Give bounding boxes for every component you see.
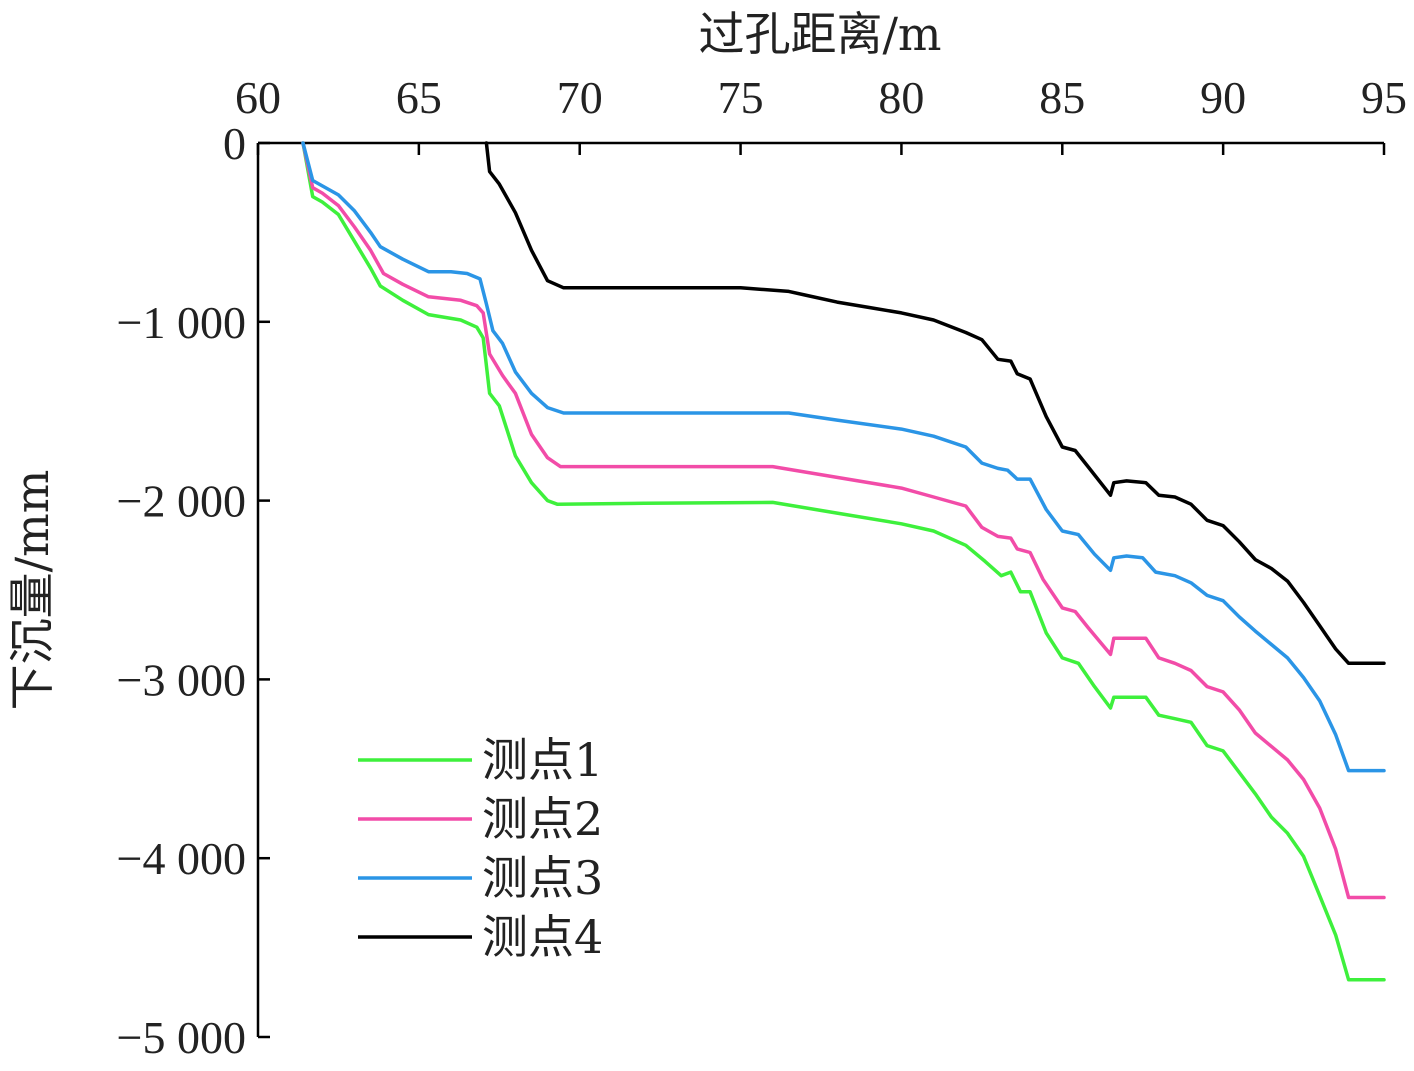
y-tick-label: −1 000 — [117, 297, 246, 348]
x-tick-label: 95 — [1361, 72, 1407, 123]
y-tick-label: −5 000 — [117, 1012, 246, 1063]
axes: 60 65 70 75 80 85 90 95 0 −1 000 −2 000 −3 000 −4 00… — [117, 72, 1407, 1063]
x-tick-label: 70 — [557, 72, 603, 123]
y-axis-title: 下沉量/mm — [5, 470, 59, 711]
x-tick-label: 75 — [718, 72, 764, 123]
series-line-3 — [301, 141, 1386, 773]
x-axis-title: 过孔距离/m — [698, 7, 941, 61]
x-tick-label: 85 — [1039, 72, 1085, 123]
x-tick-label: 60 — [235, 72, 281, 123]
x-tick-label: 65 — [396, 72, 442, 123]
legend-label-1: 测点1 — [482, 733, 603, 787]
y-tick-label: −3 000 — [117, 654, 246, 705]
series-line-1 — [301, 141, 1386, 982]
x-tick-label: 80 — [878, 72, 924, 123]
legend-label-3: 测点3 — [482, 851, 603, 905]
series-line-4 — [484, 141, 1386, 666]
legend-label-4: 测点4 — [482, 910, 603, 964]
y-tick-label: −2 000 — [117, 476, 246, 527]
x-tick-label: 90 — [1200, 72, 1246, 123]
y-tick-label: 0 — [223, 118, 246, 169]
series-line-2 — [301, 141, 1386, 900]
series-lines — [301, 141, 1386, 982]
y-tick-label: −4 000 — [117, 833, 246, 884]
legend-label-2: 测点2 — [482, 792, 603, 846]
